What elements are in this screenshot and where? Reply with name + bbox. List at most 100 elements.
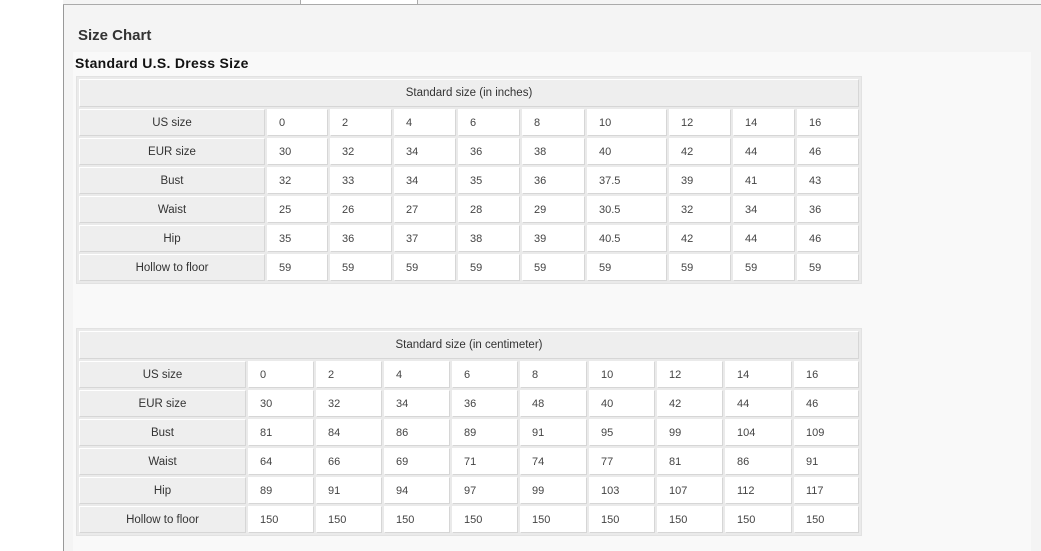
table-cell: 32 <box>316 390 382 417</box>
table-cell: 97 <box>452 477 518 504</box>
table-row: Bust 32 33 34 35 36 37.5 39 41 43 <box>79 167 859 194</box>
table-cell: 91 <box>520 419 587 446</box>
table-cell: 40 <box>589 390 655 417</box>
table-cell: 86 <box>384 419 450 446</box>
table-row: Hollow to floor 150 150 150 150 150 150 150 150 1… <box>79 506 859 533</box>
table-cell: 37.5 <box>587 167 667 194</box>
table-cell: 35 <box>458 167 520 194</box>
table-cell: 48 <box>520 390 587 417</box>
table-cell: 6 <box>452 361 518 388</box>
table-cell: 43 <box>797 167 859 194</box>
table-cell: 14 <box>733 109 795 136</box>
table-cell: 46 <box>797 225 859 252</box>
table-caption: Standard size (in centimeter) <box>79 331 859 359</box>
table-cell: 84 <box>316 419 382 446</box>
table-cell: 35 <box>267 225 328 252</box>
table-cell: 66 <box>316 448 382 475</box>
table-cell: 36 <box>797 196 859 223</box>
row-label: US size <box>79 361 246 388</box>
table-cell: 12 <box>657 361 723 388</box>
table-cell: 59 <box>267 254 328 281</box>
table-row: EUR size 30 32 34 36 38 40 42 44 46 <box>79 138 859 165</box>
table-cell: 59 <box>797 254 859 281</box>
table-cell: 81 <box>657 448 723 475</box>
table-cell: 4 <box>384 361 450 388</box>
table-cell: 59 <box>458 254 520 281</box>
table-cell: 34 <box>384 390 450 417</box>
table-cell: 42 <box>669 138 731 165</box>
table-cell: 77 <box>589 448 655 475</box>
table-cell: 38 <box>458 225 520 252</box>
table-cell: 150 <box>657 506 723 533</box>
table-cell: 150 <box>589 506 655 533</box>
page-title: Size Chart <box>78 27 152 44</box>
table-cell: 0 <box>267 109 328 136</box>
table-cell: 46 <box>794 390 859 417</box>
table-cell: 86 <box>725 448 792 475</box>
table-cell: 36 <box>330 225 392 252</box>
row-label: Hip <box>79 477 246 504</box>
table-cell: 59 <box>394 254 456 281</box>
table-cell: 2 <box>316 361 382 388</box>
table-cell: 104 <box>725 419 792 446</box>
table-cell: 150 <box>316 506 382 533</box>
table-cell: 71 <box>452 448 518 475</box>
table-cell: 59 <box>330 254 392 281</box>
table-cell: 94 <box>384 477 450 504</box>
table-cell: 150 <box>520 506 587 533</box>
table-cell: 59 <box>522 254 585 281</box>
table-cell: 39 <box>669 167 731 194</box>
row-label: Waist <box>79 448 246 475</box>
table-cell: 89 <box>452 419 518 446</box>
row-label: Hollow to floor <box>79 506 246 533</box>
table-row: Waist 25 26 27 28 29 30.5 32 34 36 <box>79 196 859 223</box>
table-caption-row: Standard size (in centimeter) <box>79 331 859 359</box>
table-cell: 44 <box>725 390 792 417</box>
table-cell: 30 <box>248 390 314 417</box>
section-subtitle: Standard U.S. Dress Size <box>75 55 249 71</box>
table-cell: 59 <box>587 254 667 281</box>
table-cell: 6 <box>458 109 520 136</box>
table-cell: 59 <box>669 254 731 281</box>
table-cell: 37 <box>394 225 456 252</box>
table-cell: 10 <box>587 109 667 136</box>
row-label: Hip <box>79 225 265 252</box>
table-cell: 103 <box>589 477 655 504</box>
table-cell: 38 <box>522 138 585 165</box>
table-cell: 27 <box>394 196 456 223</box>
table-cell: 42 <box>669 225 731 252</box>
inches-size-table: Standard size (in inches) US size 0 2 4 6 8 10 1… <box>76 76 862 284</box>
table-cell: 14 <box>725 361 792 388</box>
table-cell: 32 <box>330 138 392 165</box>
table-cell: 30 <box>267 138 328 165</box>
table-cell: 150 <box>384 506 450 533</box>
row-label: EUR size <box>79 390 246 417</box>
table-cell: 34 <box>733 196 795 223</box>
row-label: Waist <box>79 196 265 223</box>
table-row: US size 0 2 4 6 8 10 12 14 16 <box>79 361 859 388</box>
table-cell: 12 <box>669 109 731 136</box>
table-cell: 64 <box>248 448 314 475</box>
size-chart-panel: Size Chart Standard U.S. Dress Size Stan… <box>63 5 1041 551</box>
table-cell: 41 <box>733 167 795 194</box>
table-cell: 150 <box>452 506 518 533</box>
top-tab-strip <box>63 0 1041 5</box>
table-cell: 30.5 <box>587 196 667 223</box>
table-cell: 25 <box>267 196 328 223</box>
table-cell: 29 <box>522 196 585 223</box>
table-cell: 99 <box>657 419 723 446</box>
row-label: Hollow to floor <box>79 254 265 281</box>
table-cell: 34 <box>394 167 456 194</box>
row-label: US size <box>79 109 265 136</box>
table-cell: 40 <box>587 138 667 165</box>
active-tab[interactable] <box>300 0 418 4</box>
table-cell: 81 <box>248 419 314 446</box>
table-cell: 150 <box>725 506 792 533</box>
table-cell: 44 <box>733 138 795 165</box>
table-cell: 26 <box>330 196 392 223</box>
table-cell: 36 <box>522 167 585 194</box>
table-cell: 69 <box>384 448 450 475</box>
table-row: Bust 81 84 86 89 91 95 99 104 109 <box>79 419 859 446</box>
table-cell: 33 <box>330 167 392 194</box>
row-label: Bust <box>79 167 265 194</box>
